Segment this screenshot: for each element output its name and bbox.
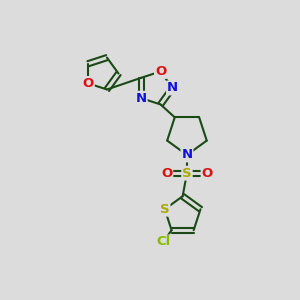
Text: S: S [160, 203, 169, 216]
Text: S: S [182, 167, 192, 180]
Text: N: N [182, 148, 193, 161]
Text: O: O [161, 167, 172, 180]
Text: O: O [155, 65, 166, 78]
Text: O: O [82, 77, 94, 90]
Text: N: N [136, 92, 147, 105]
Text: Cl: Cl [156, 236, 170, 248]
Text: O: O [202, 167, 213, 180]
Text: N: N [167, 82, 178, 94]
